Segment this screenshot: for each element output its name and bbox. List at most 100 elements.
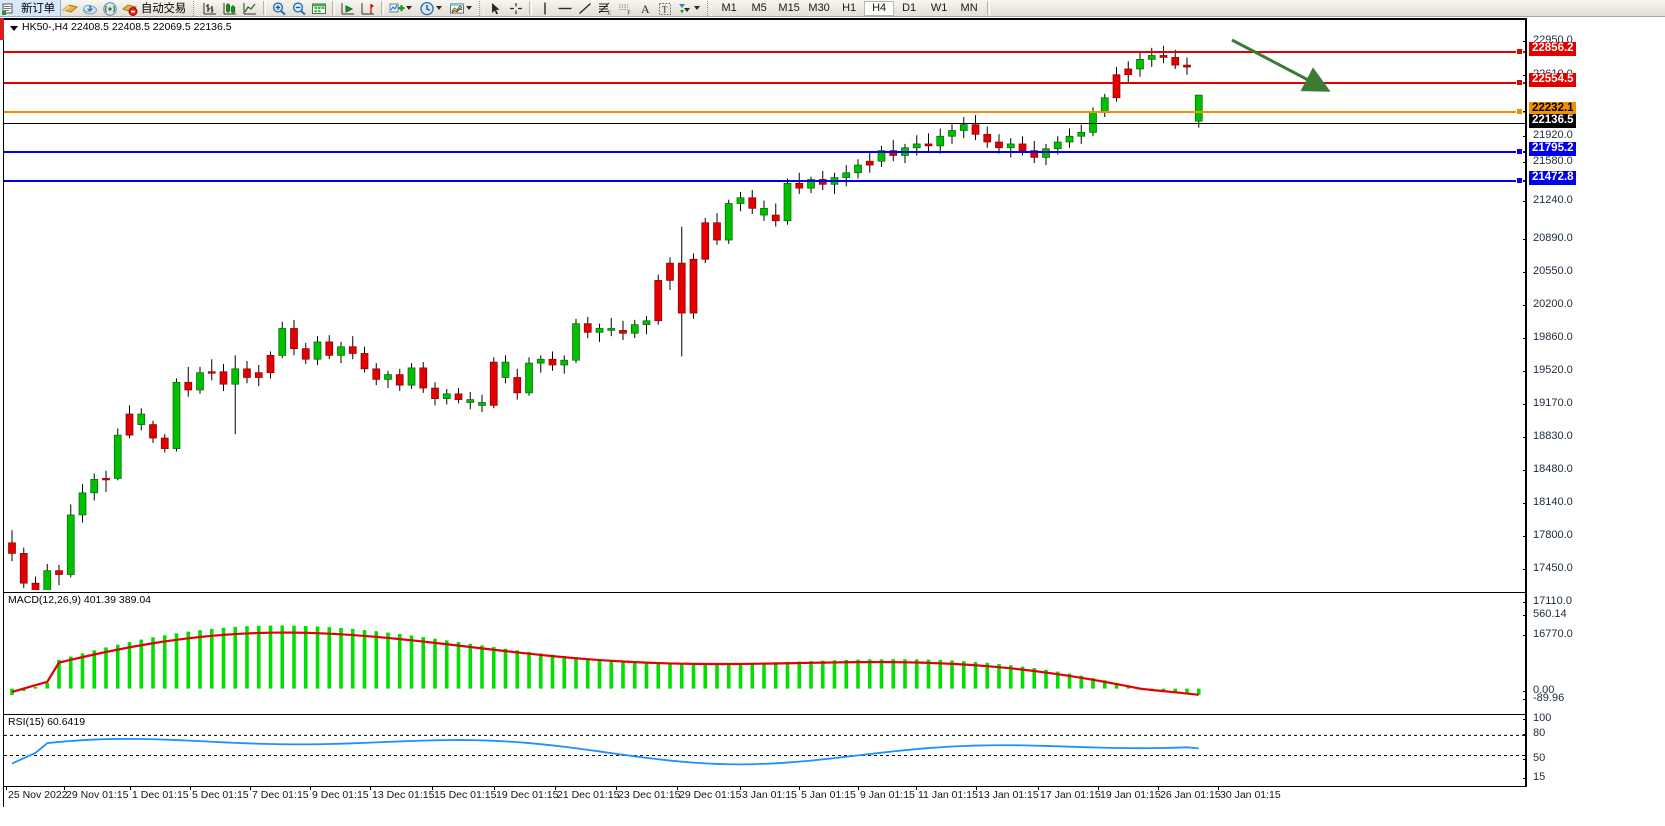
candle-body (454, 393, 463, 400)
candle-body (795, 182, 804, 189)
candle-body (1042, 148, 1050, 158)
level-handle-resistance[interactable] (1516, 48, 1523, 55)
timeframe-m15[interactable]: M15 (778, 2, 800, 14)
level-handle-pivot[interactable] (1516, 108, 1523, 115)
timeframe-h1[interactable]: H1 (842, 2, 857, 14)
toolbar-gripper-3[interactable] (707, 0, 713, 16)
time-axis[interactable]: 25 Nov 2022 29 Nov 01:15 1 Dec 01:15 5 Dec … (3, 787, 1526, 807)
auto-scroll-button[interactable] (338, 0, 358, 16)
period-dropdown-caret[interactable] (436, 6, 443, 10)
candle-body (1053, 141, 1062, 150)
rsi-pane[interactable]: RSI(15) 60.6419 (4, 714, 1525, 786)
macd-histogram-bar (938, 659, 943, 689)
macd-histogram-bar (656, 662, 661, 689)
timeframe-d1[interactable]: D1 (902, 2, 917, 14)
candle-chart-button[interactable] (220, 0, 240, 16)
macd-histogram-bar (92, 650, 97, 689)
label-button[interactable]: T (655, 0, 675, 16)
autotrading-icon (121, 1, 138, 16)
level-tag-resistance[interactable]: 22554.5 (1529, 73, 1576, 87)
book-button[interactable] (60, 0, 80, 16)
price-scale[interactable]: 22950.022610.022260.021920.021580.021240… (1522, 18, 1665, 787)
level-line-resistance[interactable] (4, 82, 1525, 84)
timeframe-m30[interactable]: M30 (808, 2, 830, 14)
candle-body (478, 402, 486, 406)
crosshair-button[interactable] (506, 0, 526, 16)
cloud-button[interactable] (80, 0, 100, 16)
signal-button[interactable] (100, 0, 120, 16)
macd-histogram-bar (162, 635, 167, 689)
objects-dropdown-caret[interactable] (694, 6, 701, 10)
timeframe-w1[interactable]: W1 (930, 2, 948, 14)
macd-histogram-bar (726, 663, 731, 689)
macd-histogram-bar (1020, 666, 1025, 689)
vline-button[interactable] (535, 0, 555, 16)
text-icon: A (637, 1, 653, 16)
level-handle-resistance[interactable] (1516, 79, 1523, 86)
level-tag-support[interactable]: 21795.2 (1529, 142, 1576, 156)
timeframe-m1[interactable]: M1 (721, 2, 737, 14)
objects-button[interactable] (675, 0, 705, 16)
macd-histogram-bar (750, 662, 755, 689)
auto-trading-button[interactable]: 自动交易 (120, 0, 191, 16)
chart-canvas[interactable]: HK50-,H4 22408.5 22408.5 22069.5 22136.5… (3, 18, 1526, 787)
zoom-in-button[interactable] (269, 0, 289, 16)
macd-pane[interactable]: MACD(12,26,9) 401.39 389.04 (4, 592, 1525, 711)
level-tag-pivot[interactable]: 22232.1 (1529, 102, 1576, 116)
candle-body (442, 393, 451, 399)
timeframe-h4[interactable]: H4 (864, 0, 895, 16)
zoom-out-button[interactable] (289, 0, 309, 16)
timeframe-m5[interactable]: M5 (751, 2, 767, 14)
level-tag-current-price[interactable]: 22136.5 (1529, 114, 1576, 128)
new-order-button[interactable]: 新订单 (0, 0, 61, 17)
macd-histogram-bar (1114, 682, 1119, 689)
cursor-button[interactable] (486, 0, 506, 16)
fibonacci-button[interactable]: E (595, 0, 615, 16)
macd-histogram-bar (609, 660, 614, 689)
rsi-series (4, 734, 1525, 766)
chart-shift-button[interactable] (358, 0, 378, 16)
text-button[interactable]: A (635, 0, 655, 16)
timeframe-mn[interactable]: MN (960, 2, 978, 14)
hline-button[interactable] (555, 0, 575, 16)
toolbar-gripper-2[interactable] (479, 0, 485, 16)
macd-histogram-bar (480, 645, 484, 689)
level-line-resistance[interactable] (4, 51, 1525, 53)
label-icon: T (657, 1, 673, 16)
macd-histogram-bar (104, 647, 108, 689)
equidistant-button[interactable]: F (615, 0, 635, 16)
hline-icon (557, 1, 573, 16)
data-window-button[interactable] (309, 0, 329, 16)
toolbar-gripper-1[interactable] (193, 0, 199, 16)
level-tag-support[interactable]: 21472.8 (1529, 171, 1576, 185)
macd-histogram-bar (303, 625, 308, 689)
time-tick (677, 787, 678, 790)
macd-histogram-bar (820, 660, 825, 689)
period-button[interactable] (417, 0, 447, 16)
line-chart-button[interactable] (240, 0, 260, 16)
candle-body (348, 346, 357, 354)
time-tick (6, 787, 7, 790)
time-tick (190, 787, 191, 790)
crosshair-icon (508, 1, 524, 16)
level-line-pivot[interactable] (4, 111, 1525, 113)
time-tick (1038, 787, 1039, 790)
macd-histogram-bar (21, 688, 26, 692)
level-tag-resistance[interactable]: 22856.2 (1529, 42, 1576, 56)
candle-body (583, 323, 592, 333)
trendline-button[interactable] (575, 0, 595, 16)
templates-dropdown-caret[interactable] (466, 6, 473, 10)
bar-chart-button[interactable] (200, 0, 220, 16)
level-handle-support[interactable] (1516, 177, 1523, 184)
macd-histogram-bar (174, 633, 179, 689)
price-pane[interactable]: HK50-,H4 22408.5 22408.5 22069.5 22136.5 (4, 20, 1525, 590)
level-line-support[interactable] (4, 151, 1525, 153)
level-line-support[interactable] (4, 180, 1525, 182)
macd-histogram-bar (891, 659, 896, 689)
indicators-button[interactable] (387, 0, 417, 16)
candle-body (959, 124, 968, 131)
indicators-dropdown-caret[interactable] (406, 6, 413, 10)
chart-menu-caret-icon[interactable] (10, 26, 18, 31)
level-handle-support[interactable] (1516, 148, 1523, 155)
templates-button[interactable] (447, 0, 477, 16)
